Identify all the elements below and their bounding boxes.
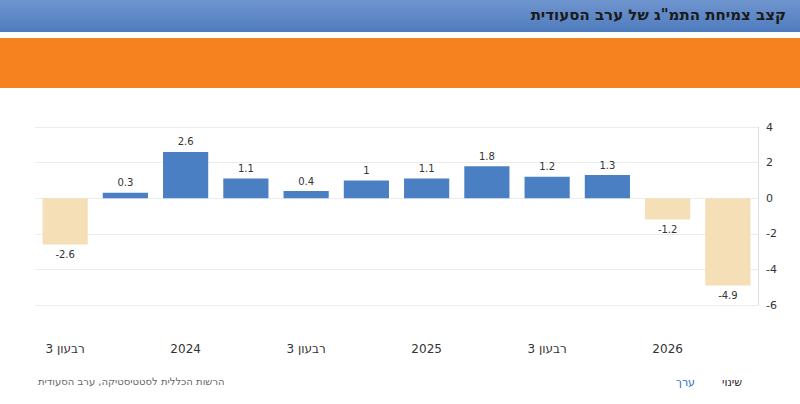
svg-text:-2: -2 xyxy=(766,227,777,240)
svg-text:1.3: 1.3 xyxy=(599,160,615,171)
html-text:שינוי: שינוי xyxy=(722,376,743,389)
svg-text:רבעון 3: רבעון 3 xyxy=(528,342,567,356)
svg-text:0.4: 0.4 xyxy=(298,176,314,187)
html-text:קצב צמיחת התמ"ג של ערב הסעודית: קצב צמיחת התמ"ג של ערב הסעודית xyxy=(530,6,786,24)
svg-text:-2.6: -2.6 xyxy=(55,249,75,260)
svg-text:4: 4 xyxy=(766,121,773,134)
svg-text:2: 2 xyxy=(766,156,773,169)
svg-text:2024: 2024 xyxy=(170,342,201,356)
svg-text:-6: -6 xyxy=(766,299,777,312)
svg-text:1.1: 1.1 xyxy=(419,163,435,174)
svg-text:רבעון 3: רבעון 3 xyxy=(287,342,326,356)
svg-text:-4: -4 xyxy=(766,263,777,276)
html-text:ערך: ערך xyxy=(676,376,695,389)
svg-text:2.6: 2.6 xyxy=(178,136,194,147)
svg-text:1: 1 xyxy=(363,165,369,176)
svg-text:1.8: 1.8 xyxy=(479,151,495,162)
svg-text:רבעון 3: רבעון 3 xyxy=(46,342,85,356)
svg-text:0: 0 xyxy=(766,192,773,205)
svg-text:2025: 2025 xyxy=(411,342,442,356)
svg-text:0.3: 0.3 xyxy=(117,177,133,188)
svg-text:1.2: 1.2 xyxy=(539,161,555,172)
svg-text:-4.9: -4.9 xyxy=(718,290,738,301)
svg-text:1.1: 1.1 xyxy=(238,163,254,174)
html-text:הרשות הכללית לסטטיסטיקה, ערב ה: הרשות הכללית לסטטיסטיקה, ערב הסעודית xyxy=(38,376,225,387)
svg-text:2026: 2026 xyxy=(652,342,683,356)
svg-text:-1.2: -1.2 xyxy=(658,224,678,235)
